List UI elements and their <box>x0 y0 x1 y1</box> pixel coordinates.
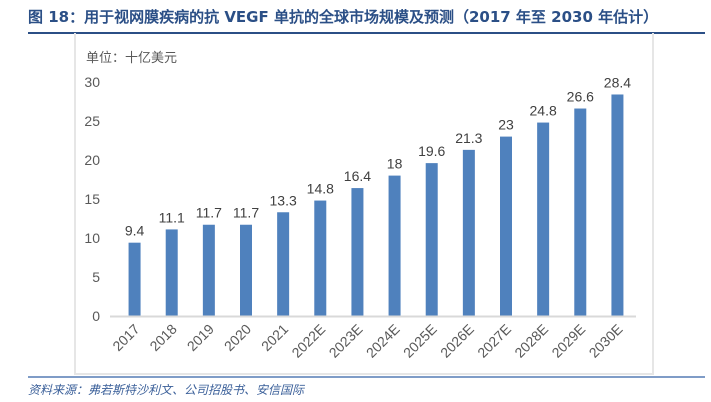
x-tick-label: 2025E <box>400 321 440 361</box>
figure-title: 图 18：用于视网膜疾病的抗 VEGF 单抗的全球市场规模及预测（2017 年至… <box>28 8 659 26</box>
x-tick-label: 2030E <box>586 321 626 361</box>
data-label: 28.4 <box>604 74 631 90</box>
y-tick-label: 30 <box>84 74 100 90</box>
bar-2028E <box>537 122 550 316</box>
data-label: 14.8 <box>307 181 334 197</box>
x-tick-label: 2024E <box>363 321 403 361</box>
x-tick-label: 2029E <box>548 321 588 361</box>
data-label: 9.4 <box>125 223 145 239</box>
chart-frame <box>74 33 654 375</box>
x-tick-label: 2019 <box>184 321 217 354</box>
bar-2020 <box>240 224 252 316</box>
bars <box>128 94 624 317</box>
x-axis: 2017 2018 2019 2020 20212022E2023E2024E2025E… <box>109 321 625 361</box>
bar-2021 <box>277 212 290 316</box>
y-tick-label: 15 <box>84 191 100 207</box>
data-label: 11.7 <box>196 205 222 221</box>
y-tick-label: 20 <box>84 152 100 168</box>
y-tick-label: 25 <box>84 113 100 129</box>
data-label: 19.6 <box>418 143 445 159</box>
x-tick-label: 2018 <box>146 321 179 354</box>
bar-2017 <box>128 242 141 316</box>
bar-2019 <box>202 224 215 316</box>
data-label: 13.3 <box>270 192 297 208</box>
y-tick-label: 10 <box>84 230 100 246</box>
data-label: 11.1 <box>159 209 185 225</box>
data-label: 23 <box>498 117 514 133</box>
x-tick-label: 2028E <box>511 321 551 361</box>
bar-2030E <box>611 94 624 316</box>
data-label: 21.3 <box>455 130 482 146</box>
data-label: 18 <box>387 156 403 172</box>
bar-2022E <box>314 200 327 316</box>
footer-divider <box>28 376 705 378</box>
data-label: 16.4 <box>344 168 371 184</box>
data-labels: 9.4 11.1 11.7 11.7 13.3 14.8 16.4 18 19.6 21.3 23 2… <box>125 74 631 238</box>
x-tick-label: 2022E <box>288 321 328 361</box>
data-label: 26.6 <box>567 89 594 105</box>
bar-2027E <box>500 136 512 316</box>
data-label: 11.7 <box>233 205 259 221</box>
x-tick-label: 2023E <box>326 321 366 361</box>
x-tick-label: 2026E <box>437 321 477 361</box>
title-divider <box>28 32 705 34</box>
bar-2029E <box>574 108 587 317</box>
x-tick-label: 2021 <box>258 321 291 354</box>
x-tick-label: 2027E <box>474 321 514 361</box>
x-tick-label: 2017 <box>109 321 142 354</box>
bar-2023E <box>351 188 364 316</box>
bar-2024E <box>388 175 401 316</box>
y-axis: 0 5 10 15 20 25 30 <box>84 74 100 324</box>
y-tick-label: 5 <box>92 269 100 285</box>
x-tick-label: 2020 <box>221 321 254 354</box>
y-tick-label: 0 <box>92 308 100 324</box>
bar-2025E <box>425 163 438 316</box>
data-label: 24.8 <box>530 103 557 119</box>
bar-2026E <box>462 149 475 316</box>
bar-2018 <box>165 229 178 316</box>
source-note: 资料来源：弗若斯特沙利文、公司招股书、安信国际 <box>28 383 305 397</box>
unit-label: 单位：十亿美元 <box>86 51 178 66</box>
